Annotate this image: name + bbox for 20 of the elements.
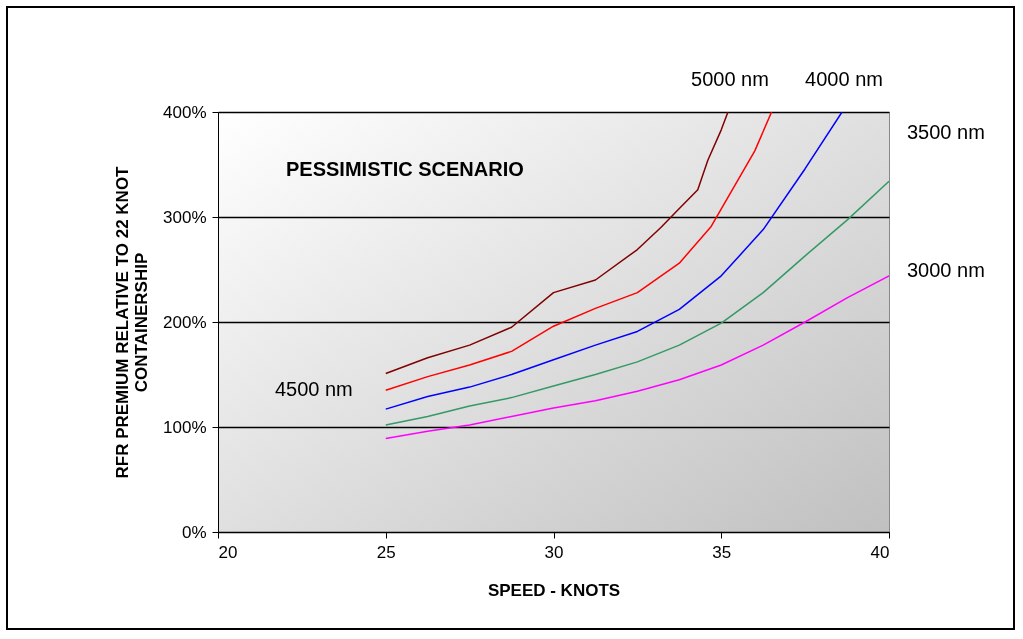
x-axis-title: SPEED - KNOTS	[487, 580, 621, 600]
y-axis-title: RFR PREMIUM RELATIVE TO 22 KNOT CONTAINERSHIP	[113, 165, 152, 479]
y-tick-label: 200%	[163, 312, 207, 332]
line-series	[385, 275, 889, 440]
x-tick-label: 35	[712, 542, 732, 562]
y-tick-label: 0%	[181, 522, 207, 542]
text: 3500 nm	[907, 121, 985, 144]
annotation: PESSIMISTIC SCENARIO	[286, 158, 524, 180]
series-label: 4500 nm	[274, 378, 353, 401]
x-tick-label: 20	[218, 542, 238, 562]
y-tick-label: 300%	[163, 207, 207, 227]
series-label: 5000 nm	[691, 68, 769, 90]
x-tick-label: 40	[870, 542, 890, 562]
line-series	[385, 180, 889, 426]
x-tick-label: 25	[376, 542, 396, 562]
series-label: 3000 nm	[907, 258, 985, 281]
series-label: 4000 nm	[805, 68, 883, 90]
x-tick-label: 30	[544, 542, 564, 562]
y-tick-label: 100%	[163, 417, 207, 437]
y-tick-label: 400%	[163, 102, 207, 122]
